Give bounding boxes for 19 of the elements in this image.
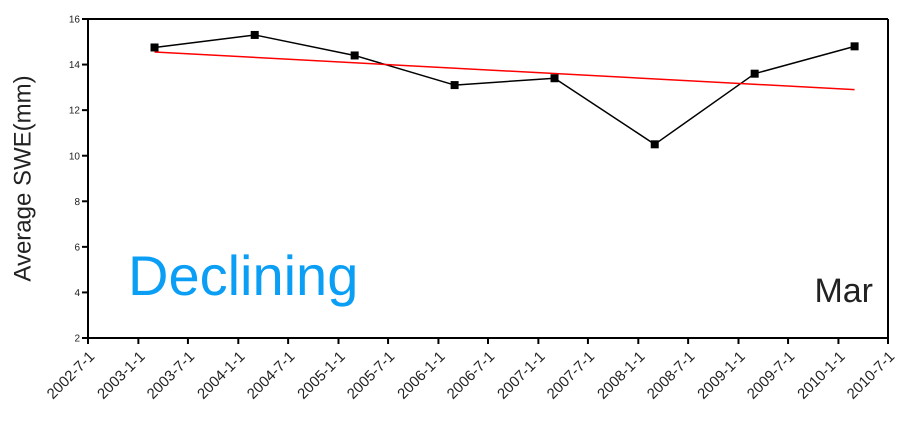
annotation: Mar xyxy=(814,272,873,310)
y-tick-label: 6 xyxy=(74,242,80,254)
point xyxy=(350,51,359,60)
y-tick-label: 10 xyxy=(68,151,80,162)
point xyxy=(750,70,759,78)
point xyxy=(550,74,559,82)
y-axis-title: Average SWE(mm) xyxy=(10,75,37,282)
point xyxy=(850,42,859,50)
point xyxy=(250,30,259,39)
y-tick-label: 2 xyxy=(74,334,80,345)
y-tick-label: 4 xyxy=(74,288,80,299)
point xyxy=(450,81,459,90)
y-tick-label: 12 xyxy=(68,106,80,117)
y-tick-label: 14 xyxy=(68,60,80,72)
y-tick-label: 16 xyxy=(68,14,80,26)
point xyxy=(150,43,159,52)
y-tick-label: 8 xyxy=(74,196,80,208)
annotation: Declining xyxy=(128,244,358,307)
point xyxy=(650,140,659,148)
